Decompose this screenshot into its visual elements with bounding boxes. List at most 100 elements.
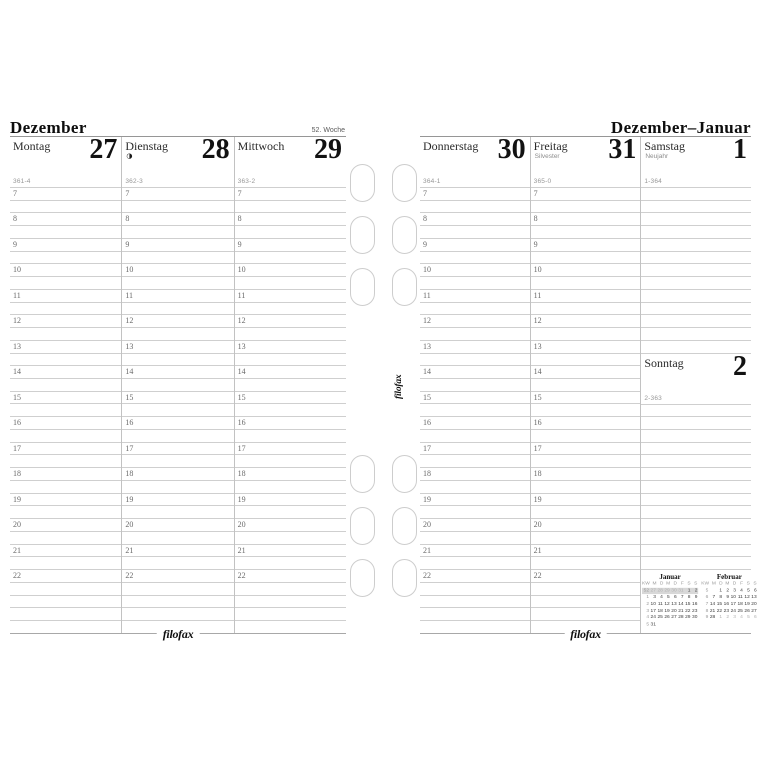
hour-label: 18 — [533, 469, 542, 479]
time-row: 7 — [530, 187, 641, 200]
hour-label: 14 — [13, 367, 21, 377]
time-row — [10, 619, 122, 633]
calendar-header-cell: S — [746, 580, 751, 587]
time-row — [122, 225, 234, 238]
time-row — [234, 225, 346, 238]
right-page-header: Dezember–Januar — [420, 119, 751, 137]
calendar-day-cell: 2 — [695, 587, 698, 594]
calendar-week-row: 5 31 — [642, 622, 698, 629]
hour-label: 19 — [125, 494, 134, 504]
calendar-day-cell: 1 — [719, 587, 723, 594]
day-column: Dienstag ◑ 28 362-3 7 8 9 10 11 12 13 14 15 16 17 18 19 2… — [121, 136, 234, 633]
time-row: 9 — [420, 237, 530, 251]
time-row — [420, 619, 530, 633]
time-row: 15 — [234, 390, 346, 404]
hour-label: 20 — [423, 520, 431, 530]
time-row: 21 — [10, 543, 122, 557]
hour-label: 18 — [125, 469, 134, 479]
time-row — [122, 454, 234, 467]
time-row — [420, 250, 530, 264]
hour-label: 17 — [125, 443, 134, 453]
left-day-grid: Montag 27 361-4 7 8 9 10 11 12 13 14 15 16 17 18 19 20 21… — [10, 136, 346, 633]
time-row: 12 — [530, 314, 641, 327]
time-row: 9 — [234, 237, 346, 251]
time-row: 18 — [10, 467, 122, 480]
day-column: Donnerstag 30 364-1 7 8 9 10 11 12 13 14 15 16 17 18 19… — [420, 136, 530, 633]
calendar-week-number: 1 — [646, 594, 650, 600]
time-row — [420, 428, 530, 442]
hour-label: 22 — [125, 571, 134, 581]
calendar-day-cell: 22 — [717, 607, 723, 614]
calendar-day-cell: 18 — [657, 607, 664, 614]
hour-label: 7 — [423, 189, 427, 198]
hour-label: 9 — [423, 239, 427, 249]
time-row: 13 — [234, 339, 346, 353]
time-row: 9 — [122, 237, 234, 251]
calendar-day-cell: 10 — [650, 601, 657, 607]
hour-label: 20 — [125, 520, 134, 530]
time-row — [641, 556, 752, 569]
time-row — [122, 301, 234, 315]
hour-label: 13 — [13, 341, 21, 351]
time-row — [530, 581, 641, 595]
calendar-day-cell: 1 — [719, 614, 723, 621]
time-row: 22 — [122, 569, 234, 582]
day-column: Freitag Silvester 31 365-0 7 8 9 10 11 12 13 14 15 16… — [529, 136, 641, 633]
time-row — [641, 237, 752, 251]
month-title: Dezember — [10, 118, 87, 137]
time-row — [641, 479, 752, 493]
time-row: 14 — [530, 365, 641, 378]
day-of-year: 1-364 — [644, 178, 662, 185]
calendar-day-cell: 14 — [678, 601, 684, 607]
time-row: 10 — [234, 263, 346, 276]
time-row: 20 — [122, 518, 234, 531]
punch-hole — [350, 559, 375, 597]
hour-label: 13 — [237, 341, 246, 351]
time-row — [10, 378, 122, 391]
calendar-title: Februar — [717, 573, 743, 581]
time-row: 10 — [10, 263, 122, 276]
time-row — [122, 250, 234, 264]
time-row: 12 — [234, 314, 346, 327]
time-row — [641, 276, 752, 289]
calendar-day-cell: 8 — [688, 594, 691, 600]
calendar-day-cell: 6 — [674, 594, 678, 600]
time-row — [122, 581, 234, 595]
calendar-day-cell: 23 — [692, 607, 698, 614]
time-row — [234, 556, 346, 569]
punch-hole — [350, 268, 375, 306]
hour-label: 7 — [533, 189, 538, 198]
calendar-week-row: 8 21 22 23 24 25 26 27 — [702, 608, 758, 615]
time-row — [122, 479, 234, 493]
mini-calendar: Februar KW M D M D F S S 5 1 2 3 4 5 6 6 7 8 9 10 11 12 13 7 14 15… — [702, 573, 758, 628]
calendar-day-cell: 5 — [747, 614, 751, 621]
day-of-year: 361-4 — [13, 178, 31, 185]
calendar-day-cell: 6 — [754, 614, 758, 621]
calendar-header-cell: M — [652, 580, 657, 587]
time-row — [641, 327, 752, 340]
time-row: 21 — [420, 543, 530, 557]
time-row: 10 — [122, 263, 234, 276]
calendar-week-number: 5 — [705, 587, 709, 594]
time-row — [234, 479, 346, 493]
calendar-day-cell: 4 — [740, 587, 744, 594]
calendar-day-cell: 26 — [744, 607, 751, 614]
calendar-header-cell: S — [753, 580, 758, 587]
calendar-day-cell: 15 — [717, 601, 723, 607]
time-row: 12 — [122, 314, 234, 327]
time-row: 15 — [10, 390, 122, 404]
calendar-week-number: 8 — [705, 607, 709, 614]
time-row: 18 — [420, 467, 530, 480]
calendar-week-row: 3 17 18 19 20 21 22 23 — [642, 608, 698, 615]
time-row: 14 — [234, 365, 346, 378]
time-row: 8 — [530, 212, 641, 225]
calendar-day-cell: 18 — [737, 601, 744, 607]
time-row — [234, 199, 346, 213]
time-row — [122, 378, 234, 391]
day-header: Montag 27 361-4 — [10, 136, 121, 187]
hour-label: 15 — [13, 392, 21, 402]
time-row: 17 — [420, 441, 530, 455]
calendar-day-cell: 16 — [724, 601, 730, 607]
time-row: 20 — [10, 518, 122, 531]
